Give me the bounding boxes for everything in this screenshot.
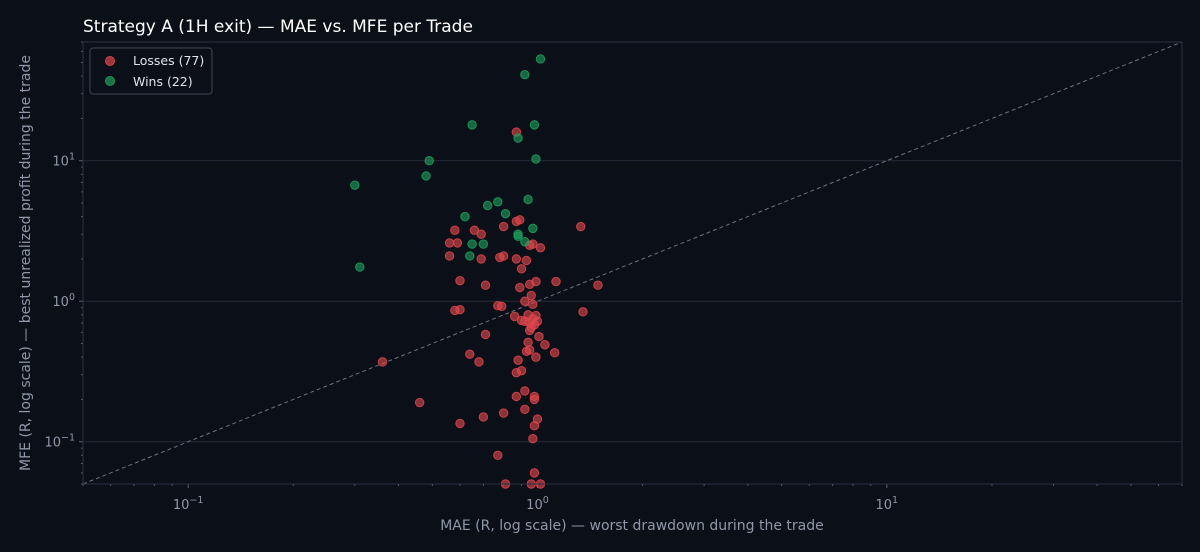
diagonal-reference-line [82,41,1183,485]
win-point [482,200,493,211]
loss-point [452,238,463,248]
loss-point [529,468,540,478]
y-tick-labels: 10−1 100 101 [44,152,75,451]
grid-lines [83,160,1182,443]
loss-point [523,337,533,348]
win-point [424,156,434,166]
x-axis-label: MAE (R, log scale) — worst drawdown duri… [440,518,824,534]
win-point [355,262,365,272]
loss-point [534,331,544,342]
y-tick-label: 10−1 [44,433,75,451]
loss-point [465,349,475,359]
loss-point [529,421,540,431]
loss-point [551,276,561,287]
win-point [421,171,431,181]
win-point [513,133,523,143]
scatter-points [350,54,603,489]
loss-point [377,357,388,367]
win-point [523,194,533,205]
win-point [531,154,541,164]
loss-point [444,251,455,261]
loss-point [524,325,535,336]
win-point [467,120,477,130]
loss-point [578,307,588,317]
win-point [350,180,360,190]
loss-point [476,229,486,239]
loss-point [480,329,491,340]
x-tick-label: 100 [526,495,549,513]
loss-point [520,404,530,415]
win-point [528,223,538,234]
x-tick-label: 10−1 [173,495,204,513]
loss-point [455,275,465,286]
win-point [520,69,530,80]
win-point [529,120,540,130]
loss-point [520,296,530,306]
loss-point [498,221,509,232]
loss-point [511,254,522,264]
loss-point [535,243,546,253]
loss-point [455,305,465,315]
loss-point [529,394,540,405]
loss-point [455,418,465,429]
loss-point [515,282,525,293]
x-tick-labels: 10−1 100 101 [173,495,898,513]
loss-point [498,251,509,261]
loss-point [444,238,455,248]
legend-marker-wins [105,76,115,86]
win-point [467,239,477,249]
loss-point [528,299,538,310]
loss-point [531,352,541,362]
loss-point [493,450,503,461]
y-tick-label: 101 [52,152,75,170]
win-point [478,239,489,249]
loss-point [450,225,460,235]
y-tick-label: 100 [52,292,75,310]
win-point [535,54,546,64]
win-point [520,237,530,247]
legend-label-losses: Losses (77) [133,53,204,68]
loss-point [511,391,522,402]
loss-point [509,311,520,322]
loss-point [516,264,527,274]
loss-point [414,397,425,408]
loss-point [593,280,603,290]
loss-point [524,279,535,289]
win-point [500,208,511,219]
loss-point [498,408,509,418]
loss-point [480,280,491,290]
y-axis-label: MFE (R, log scale) — best unrealized pro… [18,55,34,471]
win-point [460,211,470,222]
legend-marker-losses [105,56,115,66]
loss-point [476,254,486,264]
legend-label-wins: Wins (22) [133,74,193,89]
loss-point [549,348,560,358]
win-point [513,231,523,241]
loss-point [497,301,507,312]
loss-point [511,367,522,378]
loss-point [528,434,538,444]
win-point [465,251,475,261]
loss-point [521,255,532,266]
win-point [493,197,503,207]
loss-point [513,355,523,365]
loss-point [540,340,550,350]
loss-point [478,412,489,422]
loss-point [511,216,522,227]
x-tick-label: 101 [875,495,898,513]
legend: Losses (77) Wins (22) [89,47,213,95]
loss-point [474,357,484,367]
loss-point [526,290,536,301]
loss-point [520,386,530,396]
chart-title: Strategy A (1H exit) — MAE vs. MFE per T… [83,17,473,37]
plot-frame [82,41,1183,485]
loss-point [576,221,586,232]
legend-box [89,47,213,95]
loss-point [521,346,532,357]
